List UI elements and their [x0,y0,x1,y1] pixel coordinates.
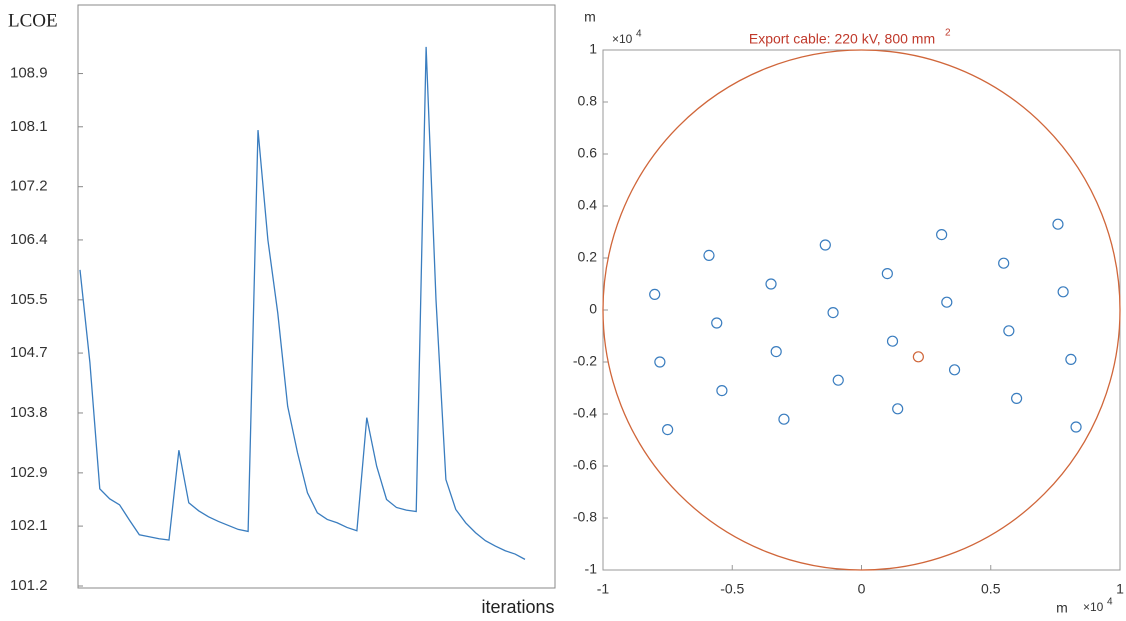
data-point [711,317,723,329]
y-tick-label: 105.5 [10,291,48,308]
x-tick-label: 0 [858,581,866,597]
data-point [1065,353,1077,365]
boundary-circle [602,49,1121,571]
y-tick-label: 108.1 [10,118,48,135]
y-tick-label: 1 [589,41,597,57]
y-tick-label: -0.4 [573,405,597,421]
x-tick-label: 0.5 [981,581,1001,597]
data-point [654,356,666,368]
data-point [892,403,904,415]
y-tick-label: 0.2 [578,249,598,265]
data-point [662,424,674,436]
data-point [998,257,1010,269]
data-point [778,413,790,425]
data-point [1057,286,1069,298]
data-point [649,288,661,300]
data-point [912,351,924,363]
data-point [827,307,839,319]
data-point [770,346,782,358]
scale-exponent: 4 [1107,597,1113,608]
data-line [79,46,526,560]
data-point [1010,392,1023,404]
data-point [881,268,893,280]
y-tick-label: 0 [589,301,597,317]
y-tick-label: -0.2 [573,353,597,369]
data-point [948,364,961,376]
y-tick-label: 0.8 [578,93,598,109]
y-tick-label: 101.2 [10,577,48,594]
y-tick-label: 0.4 [578,197,598,213]
data-point [1052,218,1064,230]
y-tick-label: -1 [585,561,598,577]
y-tick-label: -0.6 [573,457,597,473]
data-point [936,229,948,241]
y-tick-label: 102.1 [10,517,48,534]
data-point [716,385,728,397]
y-tick-label: 106.4 [10,231,48,248]
data-point [941,296,953,308]
plot-frame [77,4,556,589]
x-tick-label: -1 [597,581,610,597]
data-point [886,335,899,347]
y-axis-label: m [584,9,596,25]
data-point [819,239,831,251]
y-tick-label: 102.9 [10,464,48,481]
y-tick-label: 108.9 [10,65,48,82]
y-tick-label: -0.8 [573,509,597,525]
x-axis-label: m [1056,600,1068,616]
data-point [703,249,715,261]
x-axis-label: iterations [481,597,554,617]
chart-title-superscript: 2 [945,28,951,39]
y-tick-label: 107.2 [10,178,48,195]
data-point [1003,325,1015,337]
plot-frame [602,49,1121,571]
y-tick-label: 103.8 [10,404,48,421]
scale-base: ×10 [1083,600,1104,614]
data-point [765,278,777,290]
data-point [832,374,844,386]
x-tick-label: 1 [1116,581,1124,597]
chart-title: Export cable: 220 kV, 800 mm [749,31,935,47]
y-tick-label: 104.7 [10,344,48,361]
x-tick-label: -0.5 [720,581,744,597]
scale-exponent: 4 [636,29,642,40]
scale-base: ×10 [612,32,633,46]
y-axis-label: LCOE [8,10,58,31]
y-tick-label: 0.6 [578,145,598,161]
data-point [1070,421,1082,433]
